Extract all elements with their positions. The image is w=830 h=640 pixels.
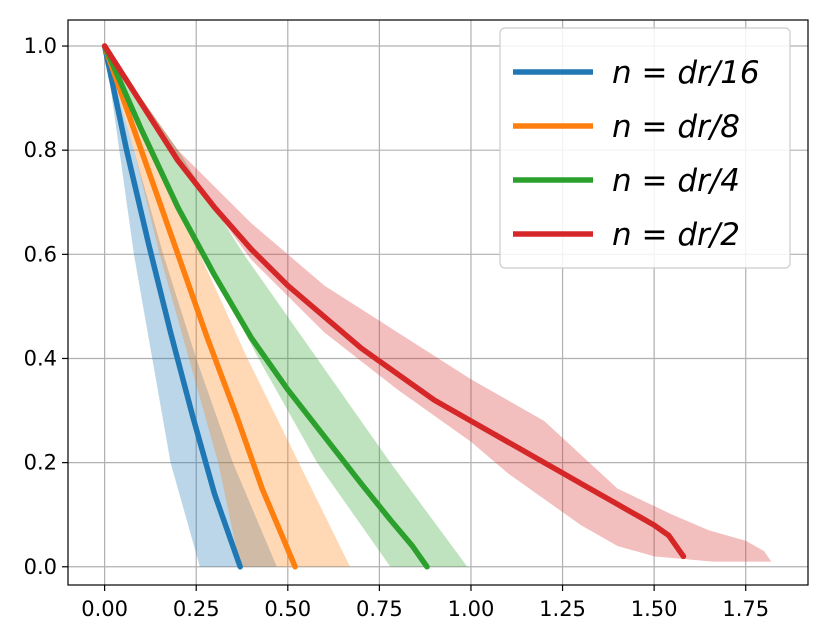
y-tick-label: 1.0 [24, 34, 57, 58]
x-tick-label: 0.50 [264, 597, 311, 621]
x-tick-label: 0.00 [81, 597, 128, 621]
legend-label: n = dr/4 [612, 163, 740, 199]
series-line-n-dr-8 [101, 43, 298, 570]
series-line-n-dr-2 [101, 43, 687, 560]
y-tick-label: 0.4 [24, 346, 57, 370]
y-tick-label: 0.8 [24, 138, 57, 162]
series-line-n-dr-16 [101, 43, 243, 570]
legend-label: n = dr/16 [612, 55, 760, 91]
x-tick-label: 1.25 [539, 597, 586, 621]
legend: n = dr/16 n = dr/8 n = dr/4 n = dr/2 [499, 27, 791, 269]
series-lines [101, 43, 687, 570]
band-n-dr-16 [104, 46, 277, 567]
y-tick-label: 0.0 [24, 555, 57, 579]
y-tick-label: 0.2 [24, 451, 57, 475]
legend-box [499, 27, 791, 269]
x-tick-label: 0.75 [356, 597, 403, 621]
legend-label: n = dr/8 [612, 109, 740, 145]
y-tick-label: 0.6 [24, 242, 57, 266]
legend-label: n = dr/2 [612, 217, 740, 253]
x-tick-label: 0.25 [173, 597, 220, 621]
axis-ticks: 0.00 0.25 0.50 0.75 1.00 1.25 1.50 1.75 0.0 0.2 0.… [24, 34, 770, 621]
x-tick-label: 1.50 [631, 597, 678, 621]
x-tick-label: 1.75 [722, 597, 769, 621]
x-tick-label: 1.00 [448, 597, 495, 621]
series-line-n-dr-4 [101, 43, 430, 570]
band-n-dr-8 [104, 46, 351, 567]
plot-frame [67, 19, 809, 586]
